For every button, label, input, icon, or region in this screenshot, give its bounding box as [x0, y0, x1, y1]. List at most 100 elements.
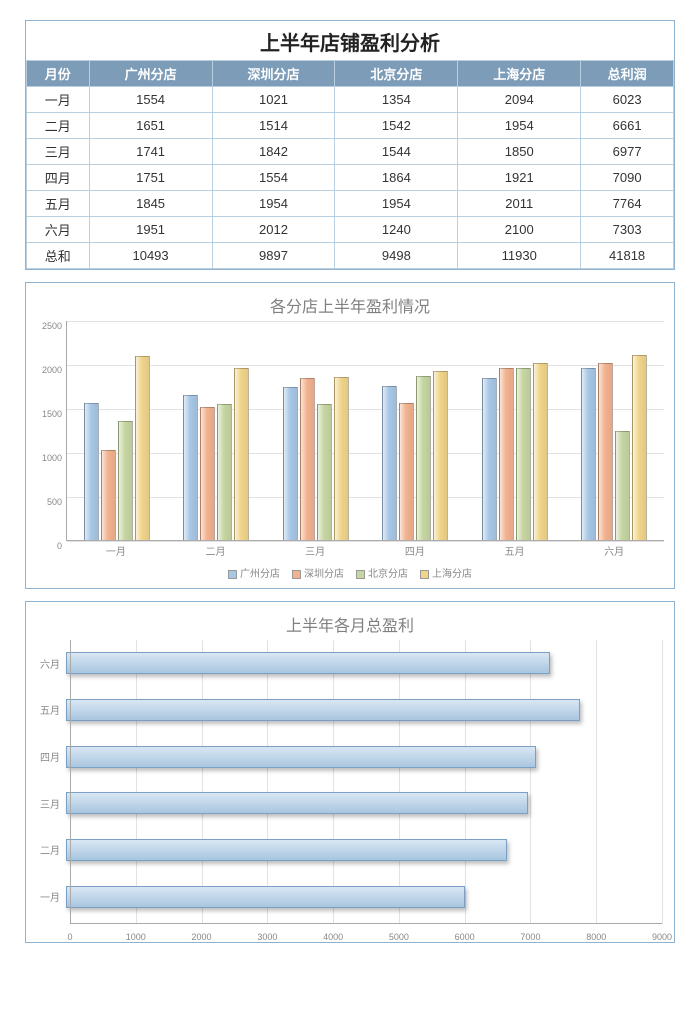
bar [482, 378, 497, 540]
table-cell: 9897 [212, 243, 335, 269]
table-cell: 1842 [212, 139, 335, 165]
x-tick-label: 0 [67, 932, 72, 942]
bar [101, 450, 116, 540]
x-tick-label: 2000 [192, 932, 212, 942]
x-tick-label: 一月 [106, 543, 126, 558]
table-cell: 1850 [458, 139, 581, 165]
y-tick-label: 1500 [26, 409, 62, 419]
legend-item: 北京分店 [356, 569, 408, 580]
table-cell: 1021 [212, 87, 335, 113]
table-cell: 1954 [458, 113, 581, 139]
bar [581, 368, 596, 540]
table-cell: 1240 [335, 217, 458, 243]
hbar [66, 652, 550, 674]
bar [234, 368, 249, 540]
bar [84, 403, 99, 540]
grouped-bar-chart-panel: 各分店上半年盈利情况 05001000150020002500 一月二月三月四月… [25, 282, 675, 589]
hbar [66, 839, 507, 861]
table-header-cell: 北京分店 [335, 61, 458, 87]
bar [615, 431, 630, 540]
hbar [66, 792, 528, 814]
table-header-cell: 月份 [27, 61, 90, 87]
table-cell: 1651 [89, 113, 212, 139]
bar [300, 378, 315, 540]
bar-group [465, 363, 565, 540]
table-row: 总和10493989794981193041818 [27, 243, 674, 269]
table-cell: 2012 [212, 217, 335, 243]
total-chart-area: 0100020003000400050006000700080009000六月五… [26, 640, 674, 942]
bar-group [167, 368, 267, 540]
bar-group [67, 356, 167, 540]
table-panel: 上半年店铺盈利分析 月份广州分店深圳分店北京分店上海分店总利润 一月155410… [25, 20, 675, 270]
y-tick-label: 2500 [26, 321, 62, 331]
legend-item: 广州分店 [228, 569, 280, 580]
y-tick-label: 0 [26, 541, 62, 551]
table-header-cell: 上海分店 [458, 61, 581, 87]
bar [118, 421, 133, 540]
x-tick-label: 7000 [520, 932, 540, 942]
hbar-row: 三月 [26, 780, 674, 827]
hbar-label: 四月 [26, 749, 66, 764]
table-cell: 一月 [27, 87, 90, 113]
table-cell: 1514 [212, 113, 335, 139]
table-cell: 2094 [458, 87, 581, 113]
table-cell: 1864 [335, 165, 458, 191]
table-cell: 1954 [212, 191, 335, 217]
profit-table: 月份广州分店深圳分店北京分店上海分店总利润 一月1554102113542094… [26, 60, 674, 269]
table-cell: 六月 [27, 217, 90, 243]
bar [499, 368, 514, 540]
bar [598, 363, 613, 540]
x-tick-label: 5000 [389, 932, 409, 942]
bar [533, 363, 548, 540]
hbar-label: 六月 [26, 656, 66, 671]
bar [217, 404, 232, 540]
table-cell: 1921 [458, 165, 581, 191]
x-tick-label: 3000 [257, 932, 277, 942]
bar [135, 356, 150, 540]
grouped-chart-area: 05001000150020002500 [26, 321, 674, 541]
table-cell: 三月 [27, 139, 90, 165]
table-cell: 6661 [581, 113, 674, 139]
hbar [66, 699, 580, 721]
x-tick-label: 1000 [126, 932, 146, 942]
table-cell: 1354 [335, 87, 458, 113]
table-row: 二月16511514154219546661 [27, 113, 674, 139]
table-header-cell: 广州分店 [89, 61, 212, 87]
bar-group [366, 371, 466, 540]
bar [516, 368, 531, 540]
hbar-label: 二月 [26, 842, 66, 857]
table-row: 四月17511554186419217090 [27, 165, 674, 191]
bar-group [565, 355, 665, 540]
hbar-label: 五月 [26, 702, 66, 717]
hbar-row: 四月 [26, 733, 674, 780]
table-cell: 41818 [581, 243, 674, 269]
table-cell: 7090 [581, 165, 674, 191]
bar-group [266, 377, 366, 540]
table-cell: 五月 [27, 191, 90, 217]
bar [416, 376, 431, 540]
table-cell: 总和 [27, 243, 90, 269]
table-header-cell: 总利润 [581, 61, 674, 87]
table-cell: 9498 [335, 243, 458, 269]
grouped-x-axis: 一月二月三月四月五月六月 [66, 541, 664, 561]
table-cell: 1954 [335, 191, 458, 217]
table-cell: 1741 [89, 139, 212, 165]
legend-swatch [420, 570, 429, 579]
table-cell: 10493 [89, 243, 212, 269]
hbar-row: 二月 [26, 827, 674, 874]
hbar-row: 五月 [26, 687, 674, 734]
grouped-chart-title: 各分店上半年盈利情况 [26, 283, 674, 321]
legend-swatch [356, 570, 365, 579]
hbar-label: 一月 [26, 889, 66, 904]
bar [334, 377, 349, 540]
bar [317, 404, 332, 540]
table-cell: 6977 [581, 139, 674, 165]
x-tick-label: 四月 [405, 543, 425, 558]
bar [632, 355, 647, 540]
y-tick-label: 1000 [26, 453, 62, 463]
x-tick-label: 9000 [652, 932, 672, 942]
table-cell: 四月 [27, 165, 90, 191]
table-cell: 1542 [335, 113, 458, 139]
total-bar-chart-panel: 上半年各月总盈利 0100020003000400050006000700080… [25, 601, 675, 943]
table-row: 五月18451954195420117764 [27, 191, 674, 217]
